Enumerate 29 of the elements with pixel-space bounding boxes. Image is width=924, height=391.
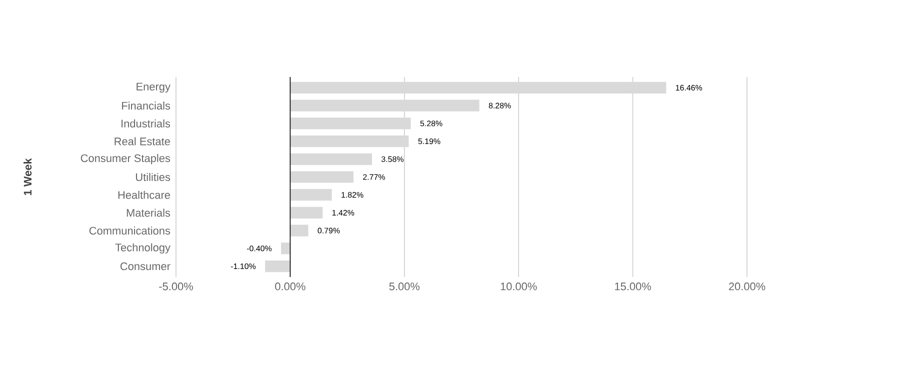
y-axis-title: 1 Week [24, 158, 32, 196]
y-tick-label: Materials [126, 208, 170, 217]
x-tick-label: 5.00% [389, 282, 420, 290]
y-tick-label: Consumer Staples [80, 154, 170, 164]
bar [290, 82, 666, 94]
bar [290, 171, 354, 183]
bar [290, 118, 411, 130]
y-tick-label: Technology [115, 243, 170, 254]
y-tick-label: Consumer [120, 262, 170, 270]
y-tick-label: Financials [122, 102, 170, 110]
x-tick-label: 10.00% [500, 282, 537, 290]
bar [290, 224, 308, 236]
y-tick-label: Industrials [122, 119, 170, 128]
y-tick-label: Healthcare [118, 190, 170, 199]
bar [290, 206, 323, 219]
bar [290, 189, 332, 201]
bar [290, 153, 372, 165]
x-tick-label: 15.00% [615, 282, 651, 290]
y-tick-label: Real Estate [114, 137, 170, 146]
y-tick-label: Energy [136, 82, 170, 93]
bar [290, 135, 409, 148]
x-tick-label: 0.00% [275, 282, 306, 290]
bar [290, 100, 480, 112]
bar [265, 260, 290, 272]
bar [281, 242, 290, 254]
x-tick-label: 20.00% [728, 282, 766, 290]
y-tick-label: Utilities [136, 172, 170, 182]
x-tick-label: -5.00% [159, 282, 193, 290]
y-tick-label: Communications [89, 226, 170, 235]
